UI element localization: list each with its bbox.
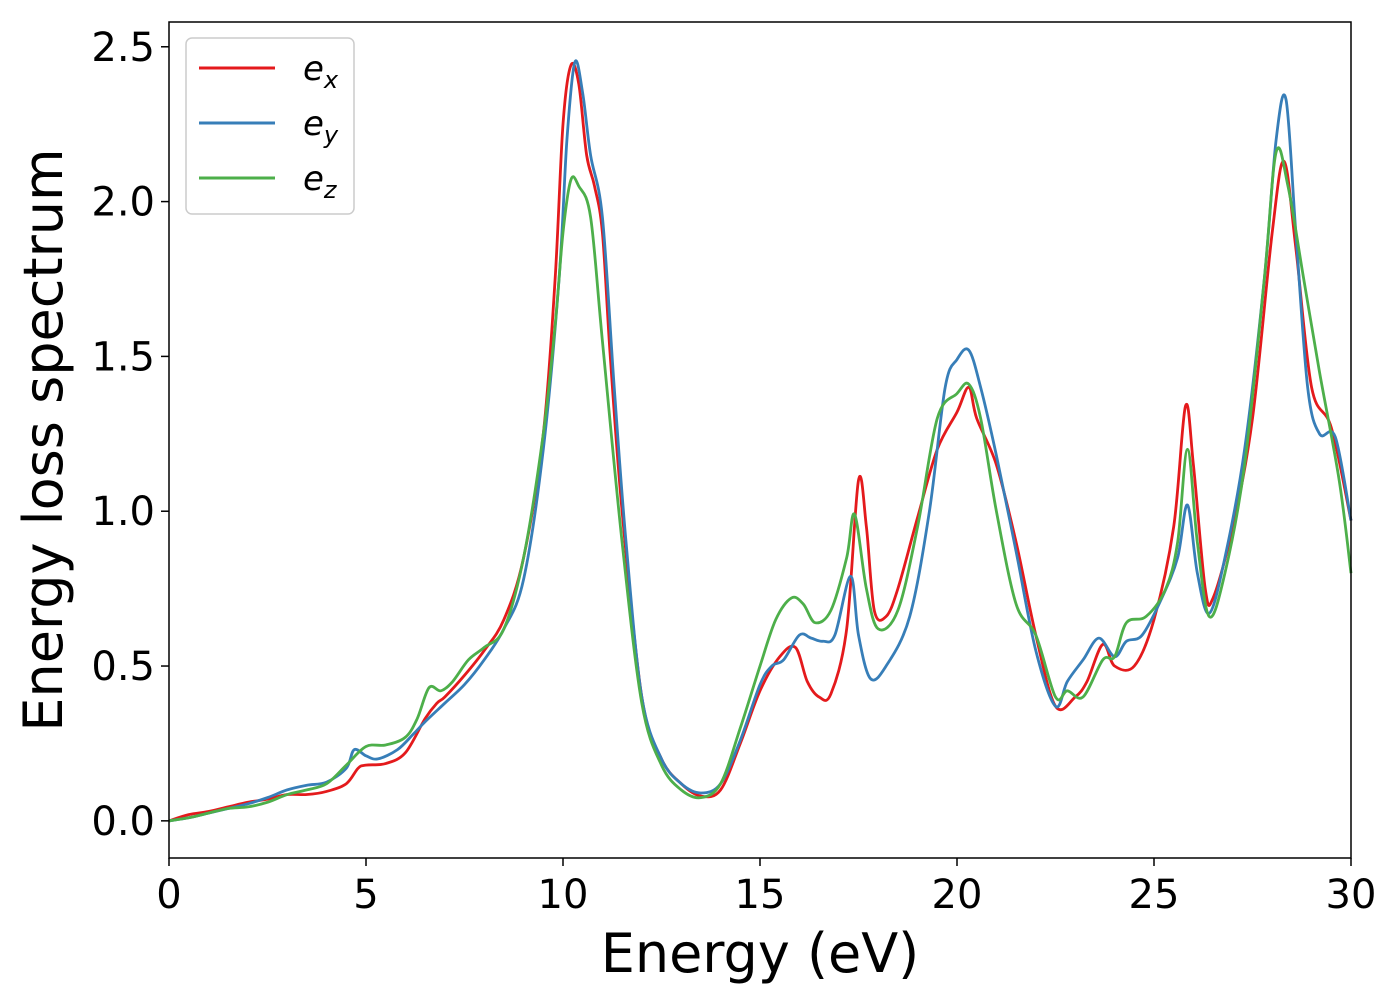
legend-box (185, 37, 355, 215)
y-tick-label: 2.0 (91, 180, 155, 226)
x-tick-label: 5 (353, 872, 378, 918)
y-tick-label: 0.0 (91, 799, 155, 845)
legend-label-ey: ey (303, 104, 339, 149)
x-axis-ticks: 0 5 10 15 20 25 30 (156, 858, 1376, 918)
y-tick-label: 0.5 (91, 644, 155, 690)
x-tick-label: 20 (932, 872, 983, 918)
y-tick-label: 1.0 (91, 489, 155, 535)
plot-lines (168, 59, 1353, 823)
legend-label-ez: ez (303, 159, 338, 204)
series-line-ey (168, 59, 1353, 823)
y-tick-label: 2.5 (91, 25, 155, 71)
y-axis-ticks: 0.0 0.5 1.0 1.5 2.0 2.5 (91, 25, 169, 845)
x-tick-label: 0 (156, 872, 181, 918)
x-tick-label: 30 (1326, 872, 1377, 918)
x-tick-label: 10 (538, 872, 589, 918)
y-tick-label: 1.5 (91, 334, 155, 380)
x-tick-label: 15 (735, 872, 786, 918)
legend-entries: ex ey ez (199, 49, 339, 204)
series-line-ez (168, 146, 1353, 823)
legend-label-ex: ex (303, 49, 339, 94)
legend: ex ey ez (185, 37, 355, 215)
x-axis-label: Energy (eV) (601, 922, 920, 985)
y-axis-label: Energy loss spectrum (12, 148, 75, 731)
x-tick-label: 25 (1129, 872, 1180, 918)
